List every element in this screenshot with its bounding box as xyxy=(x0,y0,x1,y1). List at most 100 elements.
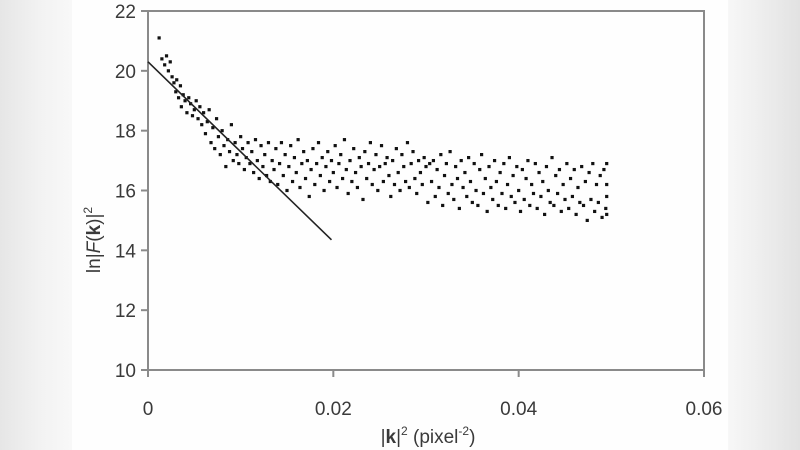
data-point xyxy=(602,167,606,172)
data-point xyxy=(266,141,271,145)
data-point xyxy=(605,194,609,199)
data-point xyxy=(368,141,372,145)
data-point xyxy=(404,179,408,184)
data-point xyxy=(418,170,423,175)
data-point xyxy=(429,179,434,184)
data-point xyxy=(213,147,217,151)
data-point xyxy=(203,132,208,136)
data-point xyxy=(209,141,213,145)
data-point xyxy=(363,150,367,154)
data-point xyxy=(411,150,415,154)
data-point xyxy=(248,161,252,166)
y-tick-label: 20 xyxy=(115,62,136,83)
data-point xyxy=(557,167,562,172)
data-point xyxy=(272,167,276,172)
data-point xyxy=(441,203,445,208)
data-point xyxy=(326,150,330,154)
data-point xyxy=(420,182,424,187)
data-point xyxy=(318,173,322,178)
data-point xyxy=(331,170,335,175)
data-point xyxy=(480,153,484,157)
data-point xyxy=(174,90,178,94)
data-point xyxy=(389,194,393,199)
data-point xyxy=(178,84,183,88)
data-point xyxy=(170,75,174,79)
data-point xyxy=(227,150,232,154)
data-point xyxy=(337,161,341,166)
data-point xyxy=(348,158,352,163)
data-point xyxy=(166,69,170,73)
data-point xyxy=(242,167,246,172)
data-point xyxy=(246,141,250,145)
data-point xyxy=(202,111,206,115)
data-point xyxy=(183,99,187,103)
data-point xyxy=(600,215,604,220)
data-point xyxy=(581,203,586,208)
data-point xyxy=(383,161,387,166)
left-blurred-margin xyxy=(0,0,72,450)
data-point xyxy=(211,126,215,130)
data-point xyxy=(533,161,537,166)
plot-frame xyxy=(147,10,705,371)
data-point xyxy=(224,164,228,169)
data-point xyxy=(355,185,360,190)
data-point xyxy=(263,153,267,157)
data-point xyxy=(257,176,261,181)
plot-border xyxy=(147,10,705,371)
data-point xyxy=(270,158,274,163)
y-axis-ticks: 10 12 14 16 18 20 22 xyxy=(115,2,148,382)
data-point xyxy=(315,161,319,166)
data-point xyxy=(259,144,263,148)
data-point xyxy=(192,108,196,112)
data-point xyxy=(200,123,204,127)
data-point xyxy=(605,212,609,217)
data-point xyxy=(378,164,382,169)
data-point xyxy=(376,188,380,193)
data-point xyxy=(185,111,189,115)
data-point xyxy=(302,150,306,154)
data-point xyxy=(520,167,524,172)
data-point xyxy=(515,164,519,169)
x-axis-title: |k|2 (pixel-2) xyxy=(381,424,476,448)
data-point xyxy=(580,164,584,169)
data-point xyxy=(235,153,239,157)
data-point xyxy=(511,173,515,178)
data-point xyxy=(342,138,347,142)
data-point xyxy=(359,164,363,169)
data-point xyxy=(528,203,532,208)
data-point xyxy=(435,167,439,172)
scatter-points xyxy=(157,36,609,223)
data-point xyxy=(179,105,183,109)
data-point xyxy=(565,161,569,166)
data-point xyxy=(530,182,534,187)
data-point xyxy=(559,209,563,214)
x-axis-ticks: 0 0.02 0.04 0.06 xyxy=(143,370,722,420)
data-point xyxy=(437,185,441,190)
data-point xyxy=(405,141,410,145)
data-point xyxy=(517,188,521,193)
data-point xyxy=(452,197,456,202)
data-point xyxy=(365,176,369,181)
data-point xyxy=(591,161,595,166)
data-point xyxy=(366,161,371,166)
data-point xyxy=(465,194,469,199)
data-point xyxy=(379,144,384,148)
data-point xyxy=(231,158,235,163)
data-point xyxy=(426,200,430,205)
data-point xyxy=(341,176,345,181)
data-point xyxy=(544,164,549,169)
data-point xyxy=(541,179,545,184)
data-point xyxy=(175,78,179,82)
data-point xyxy=(433,194,437,199)
data-point xyxy=(596,200,600,205)
data-point xyxy=(594,182,599,187)
data-point xyxy=(352,147,356,151)
data-point xyxy=(402,164,406,169)
data-point xyxy=(543,212,547,217)
data-point xyxy=(398,188,402,193)
data-point xyxy=(502,161,506,166)
data-point xyxy=(537,170,541,175)
data-point xyxy=(176,96,181,100)
data-point xyxy=(353,170,358,175)
